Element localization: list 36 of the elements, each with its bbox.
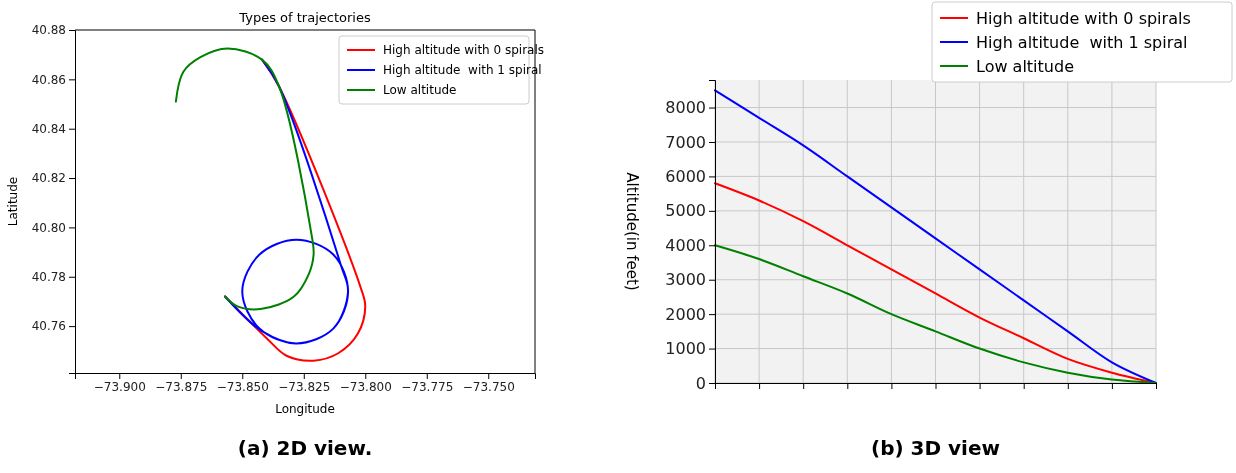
x-tick-label: −73.875 bbox=[155, 379, 208, 394]
legend-label: Low altitude bbox=[383, 83, 457, 98]
y-tick-label: 40.88 bbox=[31, 23, 66, 38]
x-tick-label: −73.775 bbox=[401, 379, 454, 394]
x-tick-label: −73.825 bbox=[278, 379, 331, 394]
x-tick-label: −73.800 bbox=[339, 379, 392, 394]
y-tick-label: 7000 bbox=[665, 132, 706, 152]
y-tick-label: 2000 bbox=[665, 304, 706, 324]
x-axis-title: Longitude bbox=[275, 402, 335, 416]
y-tick-label: 8000 bbox=[665, 98, 706, 118]
text: (b) 3D view bbox=[871, 436, 1000, 460]
y-tick-label: 40.84 bbox=[31, 122, 66, 137]
y-tick-label: 1000 bbox=[665, 339, 706, 359]
y-tick-label: 5000 bbox=[665, 201, 706, 221]
y-axis-title: Latitude bbox=[6, 176, 20, 227]
x-tick-label: −73.850 bbox=[216, 379, 269, 394]
y-tick-label: 0 bbox=[695, 373, 706, 393]
legend-label: High altitude with 1 spiral bbox=[976, 32, 1188, 52]
y-tick-label: 3000 bbox=[665, 270, 706, 290]
chart-title: Types of trajectories bbox=[238, 10, 371, 25]
legend-label: High altitude with 0 spirals bbox=[976, 8, 1191, 28]
text: (a) 2D view. bbox=[237, 436, 373, 460]
y-tick-label: 40.82 bbox=[31, 171, 66, 186]
line-series bbox=[174, 47, 315, 311]
legend-label: High altitude with 1 spiral bbox=[383, 63, 542, 78]
x-tick-label: −73.900 bbox=[93, 379, 146, 394]
legend-label: High altitude with 0 spirals bbox=[383, 43, 545, 58]
y-tick-label: 40.86 bbox=[31, 72, 66, 87]
y-tick-label: 40.80 bbox=[31, 220, 66, 235]
y-tick-label: 6000 bbox=[665, 167, 706, 187]
y-axis-title: Altitude(in feet) bbox=[623, 172, 641, 291]
y-tick-label: 40.76 bbox=[31, 319, 66, 334]
y-tick-label: 40.78 bbox=[31, 270, 66, 285]
legend-label: Low altitude bbox=[976, 56, 1074, 76]
x-tick-label: −73.750 bbox=[462, 379, 515, 394]
y-tick-label: 4000 bbox=[665, 235, 706, 255]
